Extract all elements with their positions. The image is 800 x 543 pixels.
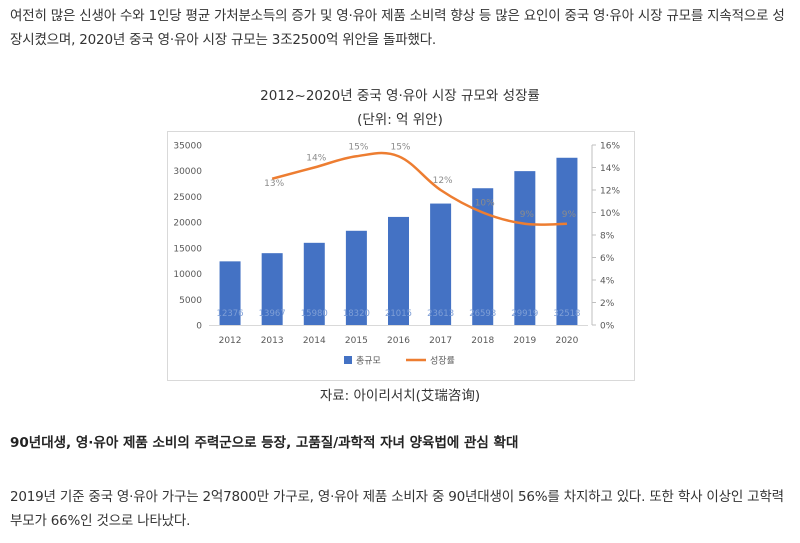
chart-container: 0 5000 10000 15000 20000 25000 30000 35000 0% 2% 4…: [167, 131, 635, 381]
y-left-tick-label: 15000: [173, 244, 202, 254]
bar-data-label: 13967: [259, 309, 286, 319]
section-heading: 90년대생, 영·유아 제품 소비의 주력군으로 등장, 고품질/과학적 자녀 …: [10, 435, 519, 451]
line-data-label: 9%: [520, 210, 535, 220]
body-paragraph: 2019년 기준 중국 영·유아 가구는 2억7800만 가구로, 영·유아 제…: [10, 489, 784, 529]
y-left-tick-label: 10000: [173, 270, 202, 280]
x-tick-label: 2013: [261, 336, 284, 346]
bar-data-label: 32518: [553, 309, 580, 319]
legend-bar-label: 총규모: [356, 356, 381, 367]
bar-data-label: 29919: [511, 309, 538, 319]
y-left-tick-label: 30000: [173, 167, 202, 177]
y-right-tick-label: 16%: [600, 142, 620, 152]
bar-data-label: 21015: [385, 309, 412, 319]
y-right-tick-label: 8%: [600, 232, 615, 242]
y-right-tick-label: 4%: [600, 277, 615, 287]
bar-2017: [430, 203, 452, 325]
y-left-tick-label: 25000: [173, 193, 202, 203]
bar-data-label: 26593: [469, 309, 496, 319]
x-tick-label: 2019: [513, 336, 536, 346]
y-right-tick-label: 14%: [600, 164, 620, 174]
bar-2013: [261, 253, 283, 325]
y-right-tick-label: 6%: [600, 254, 615, 264]
bar-2016: [388, 216, 409, 325]
y-left-tick-label: 0: [196, 322, 202, 332]
line-data-label: 14%: [306, 154, 326, 164]
line-data-label: 10%: [475, 199, 495, 209]
y-right-tick-label: 12%: [600, 187, 620, 197]
legend-line-label: 성장률: [430, 356, 455, 367]
line-data-label: 12%: [433, 176, 453, 186]
growth-rate-line: [271, 151, 567, 226]
chart-unit-subtitle: (단위: 억 위안): [357, 112, 443, 128]
y-left-tick-label: 35000: [173, 142, 202, 152]
x-tick-label: 2014: [303, 336, 326, 346]
bar-2020: [556, 157, 578, 325]
bar-data-label: 15980: [301, 309, 328, 319]
x-tick-label: 2012: [219, 336, 242, 346]
x-tick-label: 2018: [471, 336, 494, 346]
x-tick-label: 2017: [429, 336, 452, 346]
bar-2019: [514, 171, 536, 325]
line-data-label: 15%: [348, 142, 368, 152]
x-tick-label: 2020: [555, 336, 578, 346]
y-left-tick-label: 5000: [179, 296, 202, 306]
bar-data-label: 23613: [427, 309, 454, 319]
line-data-label: 13%: [264, 179, 284, 189]
bar-2014: [303, 242, 325, 325]
bar-2018: [472, 188, 494, 325]
chart-source: 자료: 아이리서치(艾瑞咨询): [319, 388, 481, 404]
intro-paragraph: 여전히 많은 신생아 수와 1인당 평균 가처분소득의 증가 및 영·유아 제품…: [10, 8, 785, 48]
y-right-tick-label: 0%: [600, 322, 615, 332]
bar-data-label: 18320: [343, 309, 370, 319]
y-right-tick-label: 2%: [600, 299, 615, 309]
chart-title: 2012~2020년 중국 영·유아 시장 규모와 성장률: [260, 88, 540, 104]
y-right-tick-label: 10%: [600, 209, 620, 219]
x-tick-label: 2015: [345, 336, 368, 346]
bar-2012: [219, 261, 241, 325]
y-left-tick-label: 20000: [173, 219, 202, 229]
market-size-chart: 0 5000 10000 15000 20000 25000 30000 35000 0% 2% 4…: [173, 142, 620, 367]
line-data-label: 15%: [390, 142, 410, 152]
bar-2015: [345, 230, 367, 325]
x-tick-label: 2016: [387, 336, 410, 346]
line-data-label: 9%: [562, 210, 577, 220]
bar-data-label: 12376: [217, 309, 244, 319]
legend-bar-swatch: [344, 356, 352, 364]
